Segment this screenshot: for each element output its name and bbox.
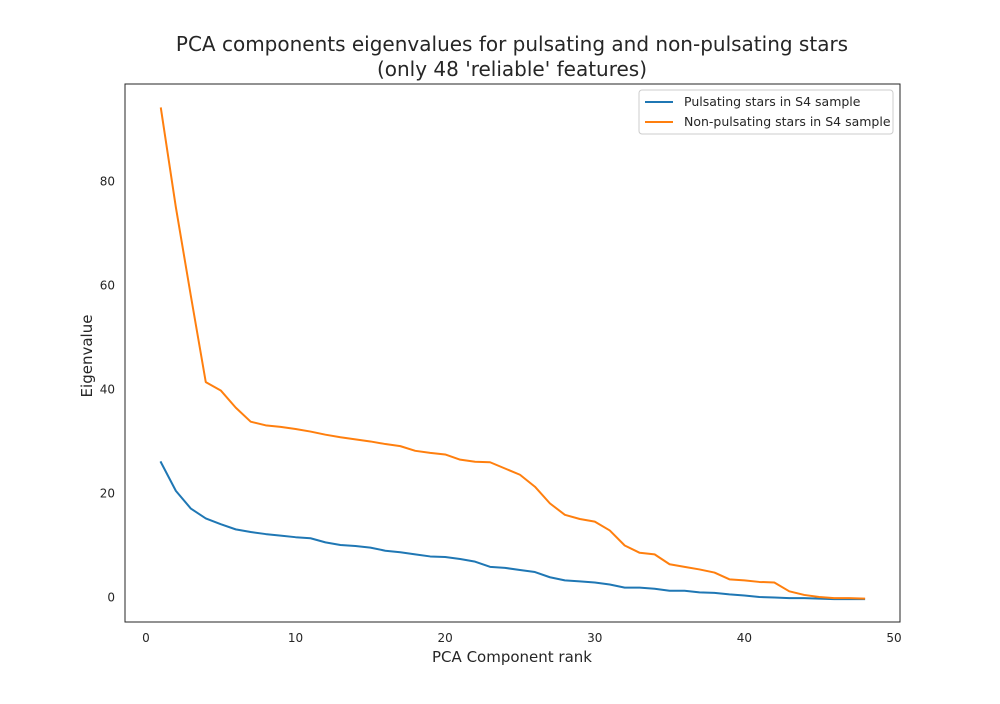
x-tick-label: 20 xyxy=(438,631,453,645)
x-axis-label: PCA Component rank xyxy=(432,648,592,666)
x-tick-label: 10 xyxy=(288,631,303,645)
x-tick-label: 0 xyxy=(142,631,150,645)
plot-frame xyxy=(124,83,901,623)
legend: Pulsating stars in S4 sample Non-pulsati… xyxy=(638,89,894,135)
x-tick-label: 40 xyxy=(737,631,752,645)
x-tick-label: 50 xyxy=(886,631,901,645)
series-line-non-pulsating xyxy=(159,107,866,600)
plot-lines xyxy=(159,107,866,601)
y-tick-label: 40 xyxy=(100,382,115,396)
y-tick-label: 0 xyxy=(107,591,115,605)
x-tick-label: 30 xyxy=(587,631,602,645)
chart-title-line-2: (only 48 'reliable' features) xyxy=(377,57,647,81)
chart-title-line-1: PCA components eigenvalues for pulsating… xyxy=(176,32,848,56)
tick-labels: 0 10 20 30 40 50 0 20 40 60 80 xyxy=(100,174,902,645)
y-tick-label: 60 xyxy=(100,278,115,292)
legend-box xyxy=(638,89,894,135)
series-line-pulsating xyxy=(159,460,866,601)
y-tick-label: 80 xyxy=(100,174,115,188)
y-axis-label: Eigenvalue xyxy=(78,315,96,398)
y-tick-label: 20 xyxy=(100,486,115,500)
legend-label-non-pulsating: Non-pulsating stars in S4 sample xyxy=(684,114,891,129)
legend-label-pulsating: Pulsating stars in S4 sample xyxy=(684,94,861,109)
